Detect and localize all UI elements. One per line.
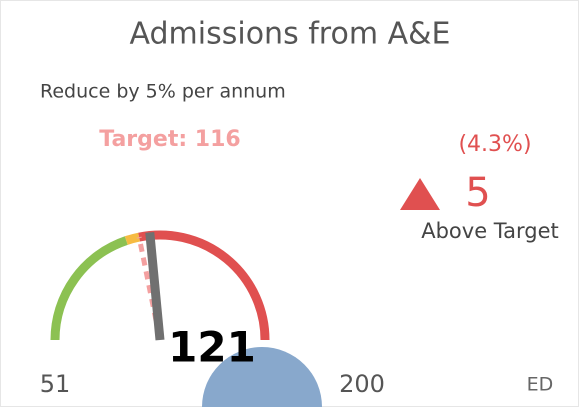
status: Above Target [421, 219, 559, 243]
target-label: Target: 116 [99, 127, 240, 152]
range-max: 200 [339, 370, 385, 398]
gauge-value: 121 [168, 323, 256, 372]
indicator-disc [202, 347, 322, 407]
subtitle: Reduce by 5% per annum [40, 81, 286, 103]
gauge-band [50, 236, 128, 341]
title: Admissions from A&E [130, 17, 451, 52]
range-min: 51 [40, 370, 71, 398]
needle [145, 232, 165, 341]
up-arrow [400, 178, 440, 210]
variance: 5 [465, 170, 490, 216]
gauge-band [124, 232, 141, 245]
variance-percent: (4.3%) [458, 132, 531, 157]
footer: ED [527, 374, 554, 396]
gauge-band [138, 230, 270, 341]
